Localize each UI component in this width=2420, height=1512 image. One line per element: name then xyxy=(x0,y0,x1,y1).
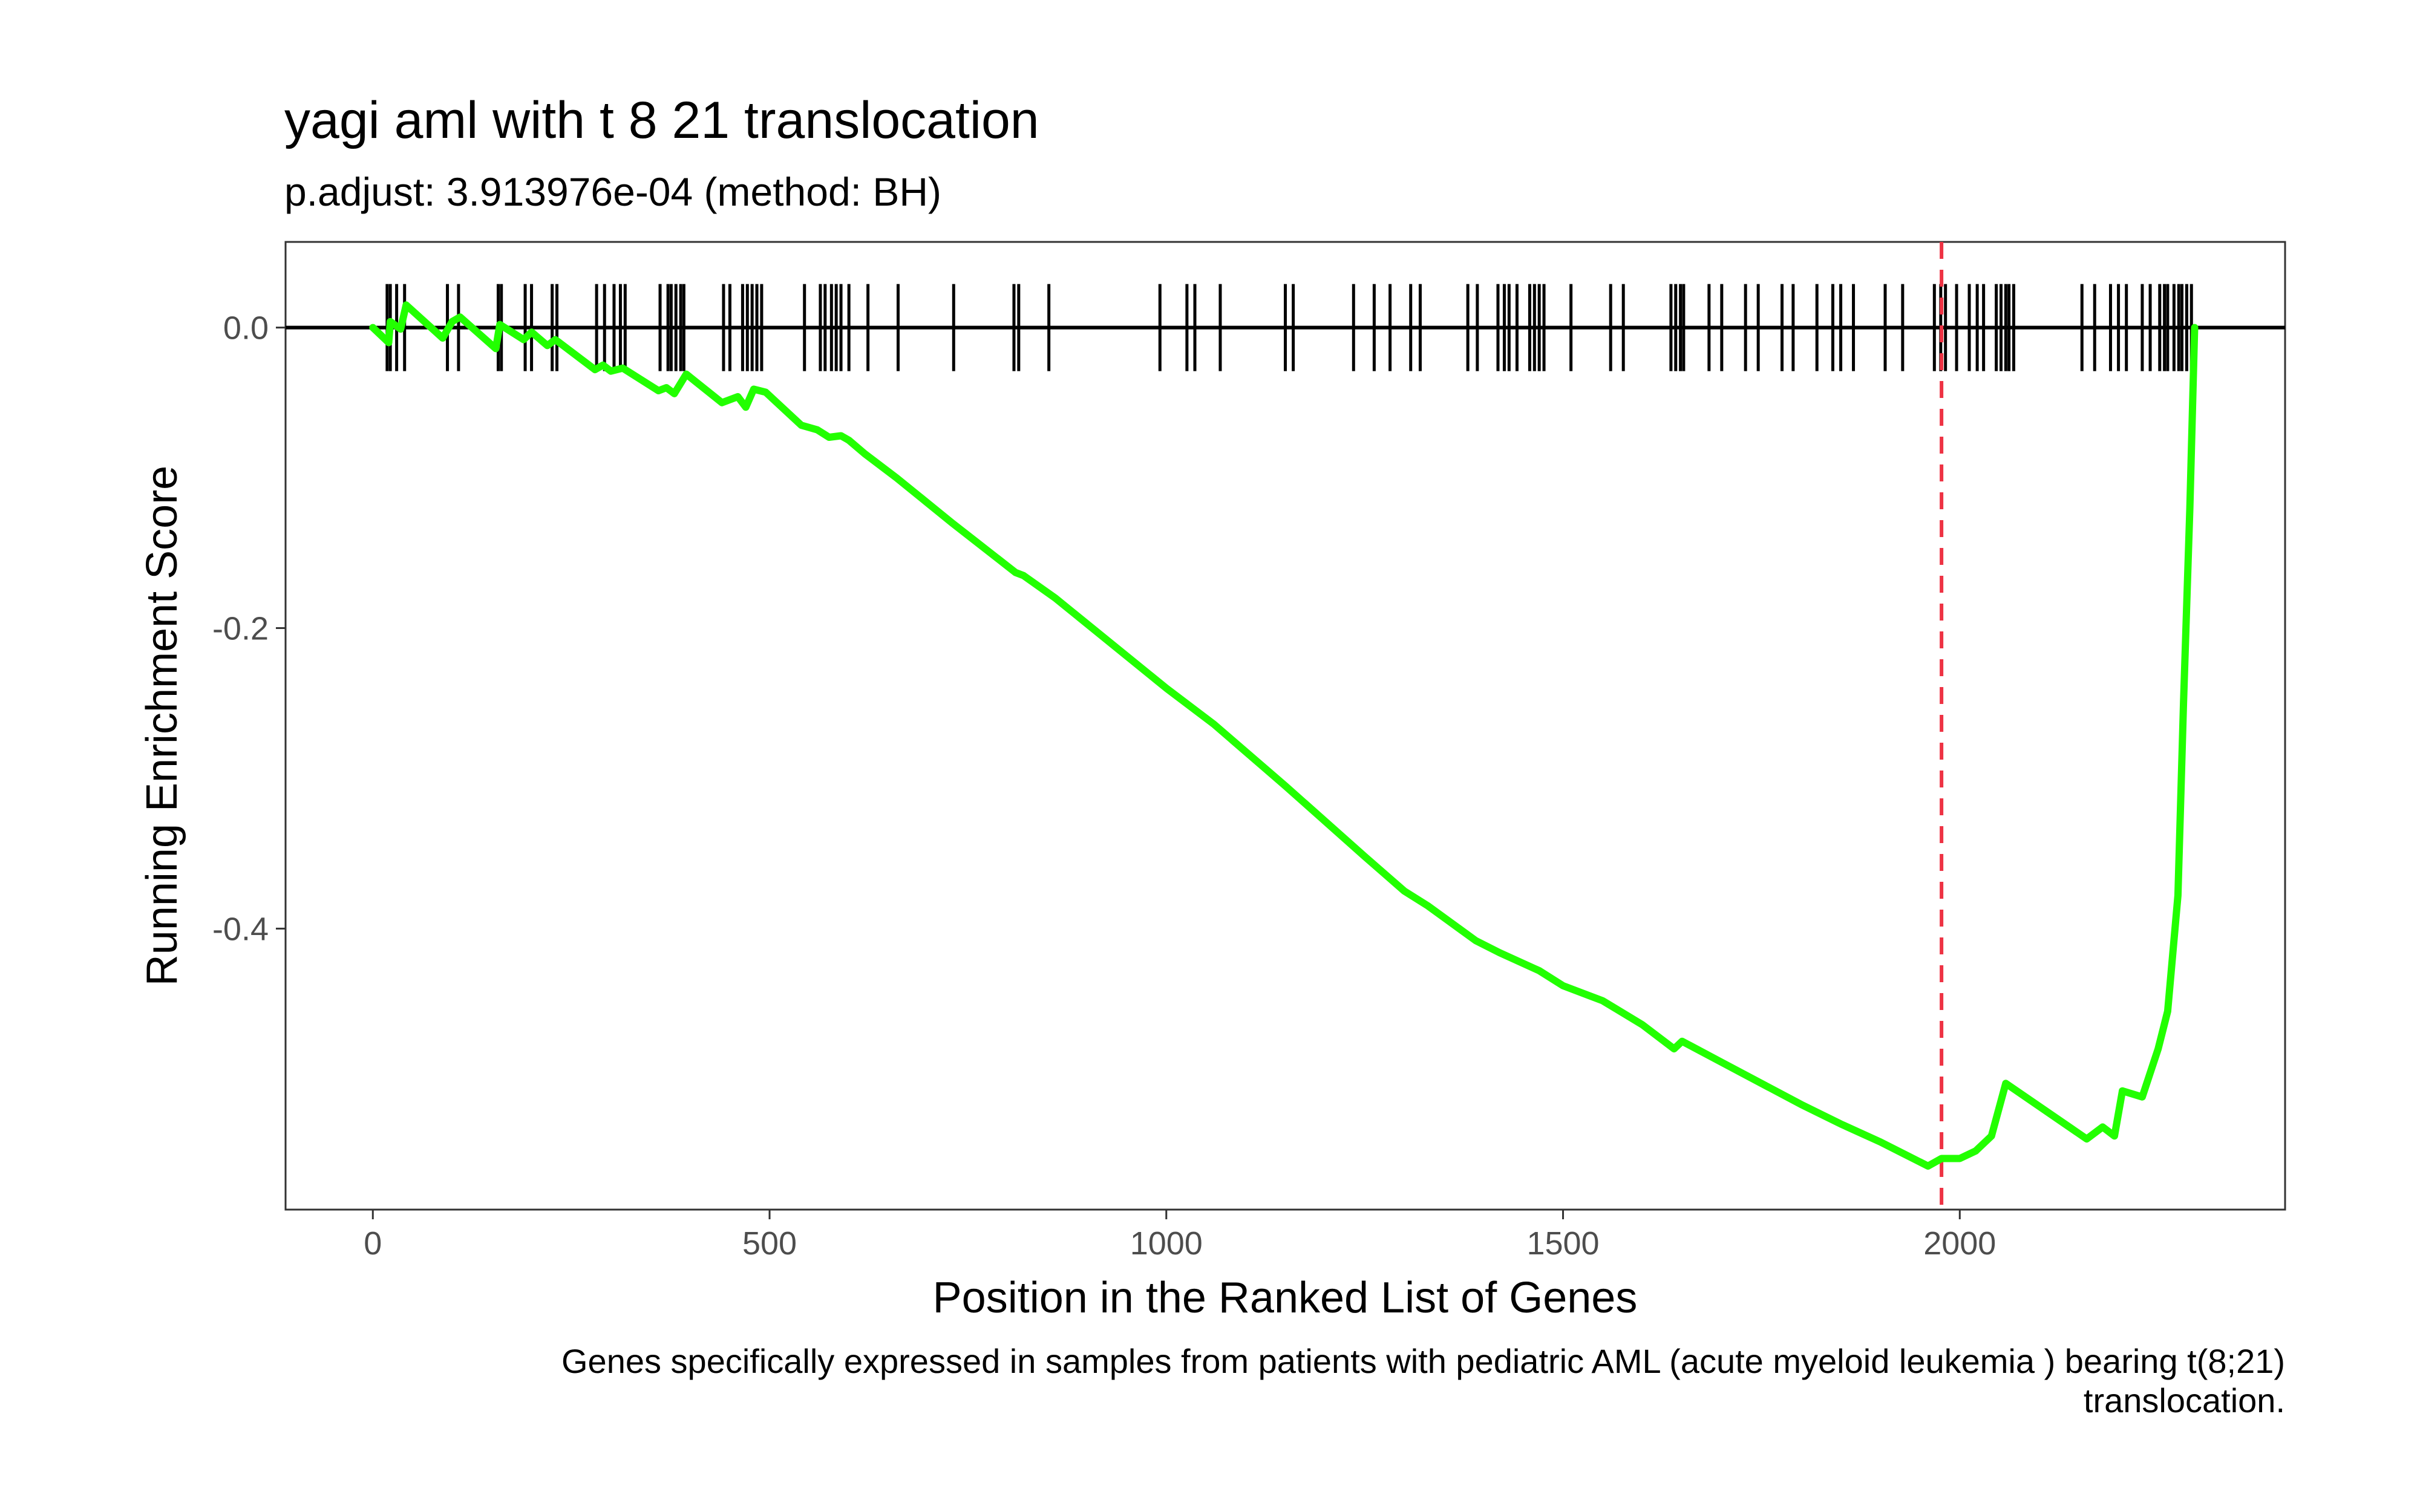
plot-panel xyxy=(284,241,2286,1211)
y-tick-label: 0.0 xyxy=(223,310,269,347)
y-tick-label: -0.4 xyxy=(212,911,269,947)
y-axis-title: Running Enrichment Score xyxy=(138,466,186,986)
running-enrichment-line xyxy=(369,301,2199,1170)
caption-line-2: translocation. xyxy=(2084,1381,2285,1419)
caption-line-1: Genes specifically expressed in samples … xyxy=(561,1342,2285,1380)
chart-title: yagi aml with t 8 21 translocation xyxy=(284,91,1039,149)
x-tick-label: 0 xyxy=(364,1225,382,1262)
chart-subtitle: p.adjust: 3.913976e-04 (method: BH) xyxy=(284,169,941,214)
x-tick-label: 2000 xyxy=(1923,1225,1996,1262)
y-tick-label: -0.2 xyxy=(212,611,269,647)
x-axis: 0 500 1000 1500 2000 xyxy=(364,1210,1996,1262)
x-tick-label: 1000 xyxy=(1130,1225,1203,1262)
x-tick-label: 1500 xyxy=(1526,1225,1599,1262)
x-tick-label: 500 xyxy=(742,1225,797,1262)
y-axis: 0.0 -0.2 -0.4 xyxy=(212,310,286,947)
x-axis-title: Position in the Ranked List of Genes xyxy=(933,1274,1638,1322)
